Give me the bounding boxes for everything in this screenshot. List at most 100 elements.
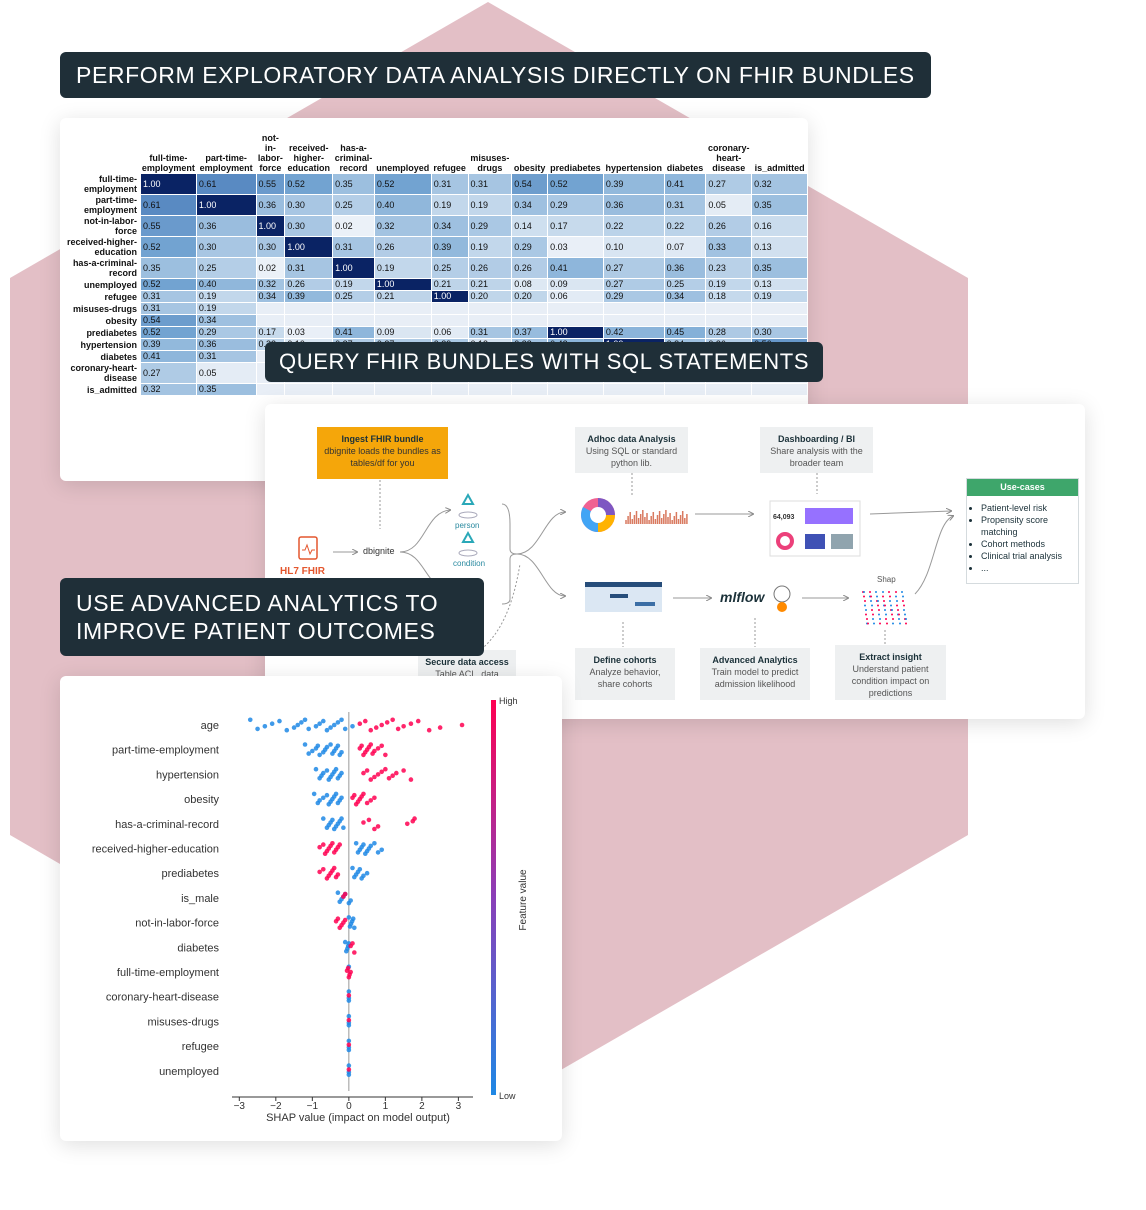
shap-dot: [384, 720, 390, 725]
x-tick-label: 3: [456, 1101, 462, 1112]
shap-dot: [342, 939, 348, 945]
shap-dot: [306, 726, 311, 732]
row-label: not-in-labor-force: [83, 216, 137, 236]
heatmap-cell: [512, 315, 548, 326]
shap-dot: [352, 925, 357, 931]
heatmap-cell: [333, 384, 374, 395]
shap-dot: [350, 724, 355, 729]
heatmap-cell: 0.36: [603, 195, 664, 215]
row-label: diabetes: [100, 351, 137, 362]
heatmap-cell: 0.19: [374, 258, 431, 278]
column-label: diabetes: [666, 163, 704, 173]
dot-glyph: [901, 591, 903, 593]
colorbar-label: Feature value: [518, 869, 529, 931]
row-label: coronary-heart-disease: [70, 363, 137, 383]
heatmap-cell: [285, 315, 333, 326]
dot-glyph: [883, 600, 885, 602]
shap-dot: [408, 777, 414, 782]
dot-glyph: [903, 609, 905, 611]
heatmap-cell: 0.41: [664, 174, 706, 194]
heatmap-cell: 0.17: [256, 327, 285, 338]
heatmap-row: received-higher-education 0.52 0.30 0.30 1.0…: [63, 237, 807, 257]
heatmap-cell: 0.27: [603, 279, 664, 290]
dot-glyph: [899, 622, 901, 625]
shap-dot: [368, 843, 374, 849]
shap-dot: [342, 726, 348, 732]
heatmap-cell: 0.30: [752, 327, 807, 338]
heatmap-cell: [333, 315, 374, 326]
heatmap-cell: 0.03: [285, 327, 333, 338]
heatmap-cell: 0.30: [285, 195, 333, 215]
heatmap-cell: [664, 384, 706, 395]
shap-dot: [361, 842, 366, 847]
shap-dot: [346, 915, 352, 920]
heatmap-cell: 0.55: [140, 216, 196, 236]
shap-dot: [333, 766, 339, 772]
shap-dot: [383, 752, 388, 758]
diagram-graphics: [298, 473, 1085, 655]
shap-dot: [372, 748, 377, 754]
heatmap-cell: 0.22: [664, 216, 706, 236]
shap-dot: [364, 800, 370, 806]
dot-glyph: [885, 613, 887, 616]
heatmap-cell: [752, 303, 807, 314]
shap-dot: [331, 865, 337, 871]
column-label: received-higher-education: [287, 143, 330, 173]
shap-dot: [459, 722, 465, 728]
shap-dot: [342, 917, 348, 923]
dot-glyph: [877, 600, 879, 602]
heatmap-cell: 0.05: [196, 363, 256, 383]
shap-dot: [277, 718, 282, 724]
dot-glyph: [879, 618, 881, 620]
column-label: hypertension: [605, 163, 662, 173]
heatmap-cell: [256, 303, 285, 314]
feature-label: has-a-criminal-record: [115, 819, 219, 831]
column-label: obesity: [513, 163, 546, 173]
heatmap-cell: 0.39: [285, 291, 333, 302]
feature-label: unemployed: [159, 1066, 219, 1078]
heatmap-cell: [512, 384, 548, 395]
dot-glyph: [884, 609, 886, 611]
box-title: Adhoc data Analysis: [587, 434, 676, 444]
heatmap-cell: 0.32: [374, 216, 431, 236]
row-label: refugee: [104, 291, 137, 302]
heatmap-cell: [256, 315, 285, 326]
heatmap-cell: 0.19: [333, 279, 374, 290]
heatmap-cell: 0.35: [140, 258, 196, 278]
box-text: Analyze behavior, share cohorts: [589, 667, 661, 689]
shap-dot: [412, 816, 417, 821]
dot-glyph: [889, 600, 891, 602]
heatmap-row: has-a-criminal-record 0.35 0.25 0.02 0.31 1.0…: [63, 258, 807, 278]
heatmap-cell: 0.39: [140, 339, 196, 350]
heatmap-cell: 0.26: [285, 279, 333, 290]
dot-glyph: [884, 604, 886, 607]
shap-dot: [324, 744, 330, 750]
column-label: has-a-criminal-record: [334, 143, 373, 173]
heatmap-cell: [374, 303, 431, 314]
heatmap-cell: 0.19: [196, 303, 256, 314]
feature-label: prediabetes: [162, 868, 220, 880]
heatmap-cell: [256, 384, 285, 395]
shap-dot: [362, 718, 368, 724]
heading: USE ADVANCED ANALYTICS TO IMPROVE PATIEN…: [60, 578, 484, 656]
kpi-label: 64,093: [773, 514, 795, 521]
shap-dot: [262, 724, 268, 729]
mlflow-label: mlflow: [720, 589, 765, 605]
heatmap-row: not-in-labor-force 0.55 0.36 1.00 0.30 0.02 0.…: [63, 216, 807, 236]
brain-icon: [773, 585, 791, 612]
heatmap-cell: 0.30: [256, 237, 285, 257]
shap-dot: [364, 870, 370, 876]
heatmap-cell: 0.25: [333, 195, 374, 215]
heatmap-cell: 0.08: [512, 279, 548, 290]
heatmap-cell: [706, 315, 752, 326]
diagram-card: Ingest FHIR bundle dbignite loads the bun…: [265, 404, 1085, 719]
dot-glyph: [904, 613, 906, 616]
shap-dot: [346, 1013, 352, 1019]
dot-glyph: [902, 595, 904, 598]
shap-dot: [335, 720, 341, 725]
feature-label: diabetes: [177, 942, 219, 954]
heatmap-row: unemployed 0.52 0.40 0.32 0.26 0.19 1.00 0.21 0.…: [63, 279, 807, 290]
heatmap-cell: 0.31: [285, 258, 333, 278]
shap-dot: [330, 817, 335, 823]
heatmap-cell: [664, 303, 706, 314]
